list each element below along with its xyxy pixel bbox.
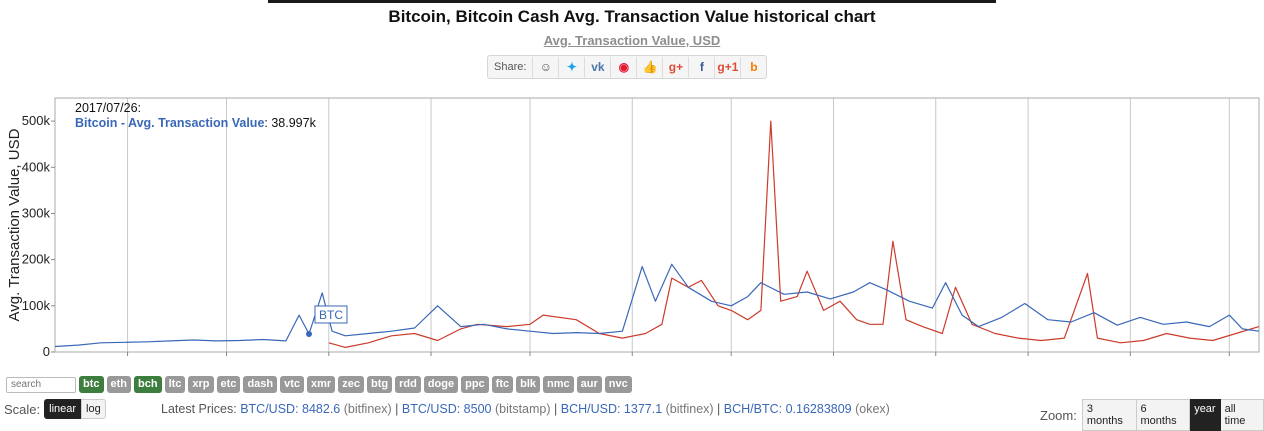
coin-tag-xrp[interactable]: xrp [188, 376, 214, 393]
series-line-bitcoin [54, 263, 1260, 348]
blogger-icon[interactable]: b [740, 56, 766, 78]
google-plus-one-icon[interactable]: g+1 [714, 56, 740, 78]
zoom-control: Zoom: 3 months 6 months year all time [1040, 399, 1264, 431]
facebook-icon[interactable]: f [688, 56, 714, 78]
coin-tag-ppc[interactable]: ppc [461, 376, 489, 393]
price-source: (bitfinex) [340, 402, 392, 416]
series-line-bitcoin-cash [328, 120, 1260, 348]
price-source: (okex) [851, 402, 890, 416]
like-icon[interactable]: 👍 [636, 56, 662, 78]
zoom-option-6-months[interactable]: 6 months [1136, 399, 1191, 431]
chart-tooltip: 2017/07/26: Bitcoin - Avg. Transaction V… [75, 101, 316, 131]
highlight-point [305, 330, 312, 337]
y-tick-label: 100k [22, 298, 51, 313]
price-source: (bitfinex) [662, 402, 714, 416]
zoom-label: Zoom: [1040, 407, 1077, 423]
google-plus-icon[interactable]: g+ [662, 56, 688, 78]
share-bar: Share: ☺ ✦ vk ◉ 👍 g+ f g+1 b [487, 55, 768, 79]
y-tick-label: 300k [22, 205, 51, 220]
tooltip-value: : 38.997k [264, 116, 316, 130]
coin-selector: btcethbchltcxrpetcdashvtcxmrzecbtgrdddog… [6, 376, 632, 393]
twitter-icon[interactable]: ✦ [558, 56, 584, 78]
coin-tag-doge[interactable]: doge [423, 376, 459, 393]
btc-annotation-label: BTC [319, 308, 343, 322]
price-separator: | [550, 402, 561, 416]
scale-log-button[interactable]: log [81, 399, 106, 419]
price-pair[interactable]: BCH/USD: 1377.1 [560, 402, 663, 416]
coin-tag-nvc[interactable]: nvc [604, 376, 632, 393]
coin-tag-ltc[interactable]: ltc [164, 376, 186, 393]
coin-tag-vtc[interactable]: vtc [280, 376, 305, 393]
coin-tag-btc[interactable]: btc [79, 376, 104, 393]
reddit-icon[interactable]: ☺ [532, 56, 558, 78]
y-tick-label: 0 [43, 344, 50, 358]
coin-search-input[interactable] [6, 376, 76, 393]
chart-subtitle-link[interactable]: Avg. Transaction Value, USD [543, 33, 721, 48]
latest-prices: Latest Prices: BTC/USD: 8482.6 (bitfinex… [161, 402, 890, 416]
top-bar [268, 0, 996, 3]
weibo-icon[interactable]: ◉ [610, 56, 636, 78]
y-axis-label: Avg. Transaction Value, USD [6, 128, 23, 321]
scale-linear-button[interactable]: linear [44, 399, 82, 419]
chart-title: Bitcoin, Bitcoin Cash Avg. Transaction V… [388, 7, 876, 26]
y-tick-label: 400k [22, 159, 51, 174]
coin-tag-aur[interactable]: aur [576, 376, 602, 393]
btc-annotation-box [314, 305, 348, 324]
price-pair[interactable]: BTC/USD: 8482.6 [240, 402, 341, 416]
tooltip-date: 2017/07/26: [75, 101, 142, 115]
vk-icon[interactable]: vk [584, 56, 610, 78]
y-tick-label: 500k [22, 113, 51, 128]
price-separator: | [391, 402, 402, 416]
plot-frame [54, 97, 1260, 353]
share-label: Share: [494, 61, 527, 73]
coin-tag-etc[interactable]: etc [216, 376, 241, 393]
zoom-option-3-months[interactable]: 3 months [1081, 399, 1137, 431]
price-source: (bitstamp) [491, 402, 551, 416]
price-pair[interactable]: BCH/BTC: 0.16283809 [723, 402, 852, 416]
coin-tag-nmc[interactable]: nmc [543, 376, 574, 393]
prices-label: Latest Prices: [161, 402, 241, 416]
coin-tag-eth[interactable]: eth [106, 376, 131, 393]
price-pair[interactable]: BTC/USD: 8500 [401, 402, 492, 416]
coin-tag-ftc[interactable]: ftc [491, 376, 514, 393]
coin-tag-btg[interactable]: btg [366, 376, 393, 393]
coin-tag-rdd[interactable]: rdd [395, 376, 421, 393]
zoom-option-all-time[interactable]: all time [1220, 399, 1264, 431]
scale-control: Scale: linear log [4, 399, 106, 419]
price-separator: | [713, 402, 724, 416]
coin-tag-xmr[interactable]: xmr [307, 376, 336, 393]
line-chart[interactable]: 0100k200k300k400k500kJun 2017Jul 2017Aug… [0, 88, 1264, 358]
y-tick-label: 200k [22, 252, 51, 267]
coin-tag-blk[interactable]: blk [516, 376, 541, 393]
coin-tag-dash[interactable]: dash [243, 376, 278, 393]
coin-tag-zec[interactable]: zec [338, 376, 364, 393]
coin-tag-bch[interactable]: bch [134, 376, 162, 393]
scale-label: Scale: [4, 401, 41, 417]
tooltip-series: Bitcoin - Avg. Transaction Value [75, 116, 265, 130]
zoom-option-year[interactable]: year [1190, 399, 1221, 431]
